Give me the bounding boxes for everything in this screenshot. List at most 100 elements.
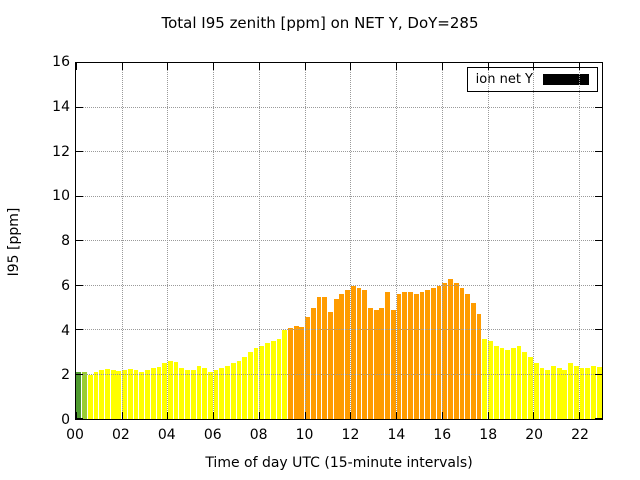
y-tick-mark	[76, 373, 83, 375]
x-tick-label: 06	[203, 427, 222, 443]
bar	[162, 363, 167, 419]
bar	[482, 338, 488, 419]
bar	[591, 365, 596, 419]
x-tick-label: 12	[341, 427, 360, 443]
y-tick-label: 2	[61, 367, 70, 384]
bar	[499, 347, 505, 419]
bar	[139, 372, 145, 419]
bar	[196, 365, 202, 419]
bar	[345, 289, 350, 419]
bar	[156, 366, 162, 419]
bar	[310, 307, 316, 419]
bar	[242, 356, 248, 419]
bar	[562, 370, 568, 419]
bar	[219, 367, 225, 419]
bar	[379, 307, 385, 419]
x-tick-label: 02	[111, 427, 130, 443]
bar	[322, 296, 328, 419]
bar	[110, 370, 116, 419]
v-gridline	[441, 63, 443, 419]
bar	[396, 294, 402, 419]
bar	[585, 367, 591, 419]
x-tick-label: 18	[479, 427, 498, 443]
y-tick-label: 0	[61, 412, 70, 428]
y-tick-mark	[76, 62, 83, 63]
bar	[185, 370, 190, 419]
bar	[425, 289, 430, 419]
bar	[282, 330, 288, 419]
x-tick-mark	[167, 63, 169, 70]
v-gridline	[167, 63, 169, 419]
bar	[225, 365, 230, 419]
bar	[528, 356, 533, 419]
bar	[207, 372, 213, 419]
x-tick-mark	[213, 412, 215, 419]
bar	[539, 367, 545, 419]
y-tick-mark	[595, 62, 602, 63]
bar	[333, 298, 339, 419]
bar	[82, 372, 87, 419]
bar	[270, 341, 276, 419]
bar	[373, 309, 379, 419]
bar	[368, 307, 373, 419]
x-tick-mark	[167, 412, 169, 419]
bar	[419, 292, 425, 419]
x-tick-mark	[533, 63, 535, 70]
bar	[105, 368, 110, 419]
bar	[288, 327, 293, 419]
x-tick-mark	[396, 63, 398, 70]
bar	[448, 278, 453, 419]
y-tick-mark	[76, 284, 83, 286]
bar	[127, 368, 133, 419]
bar	[93, 372, 99, 419]
x-tick-mark	[350, 412, 352, 419]
bar	[145, 370, 150, 419]
bar	[265, 343, 270, 419]
x-tick-mark	[579, 412, 581, 419]
y-tick-mark	[595, 373, 602, 375]
bar	[213, 370, 219, 419]
bar	[356, 287, 362, 419]
x-tick-mark	[258, 63, 260, 70]
x-tick-label: 04	[157, 427, 176, 443]
y-tick-label: 14	[52, 98, 70, 115]
bar	[76, 372, 82, 419]
bar	[190, 370, 196, 419]
y-tick-label: 16	[52, 54, 70, 70]
bar	[339, 294, 345, 419]
bar	[253, 347, 259, 419]
bar	[430, 287, 436, 419]
x-tick-label: 10	[295, 427, 314, 443]
x-tick-label: 08	[249, 427, 268, 443]
bar	[390, 309, 396, 419]
bar	[465, 294, 471, 419]
bar	[453, 283, 459, 419]
v-gridline	[350, 63, 352, 419]
x-tick-mark	[487, 63, 489, 70]
x-tick-mark	[304, 63, 306, 70]
bar	[362, 289, 368, 419]
y-tick-mark	[595, 240, 602, 241]
x-tick-label: 14	[387, 427, 406, 443]
y-tick-mark	[595, 418, 602, 419]
x-tick-mark	[487, 412, 489, 419]
bar	[259, 345, 265, 419]
bar	[316, 296, 322, 419]
bar	[476, 314, 482, 419]
bar	[510, 347, 516, 419]
x-tick-label: 00	[66, 427, 84, 443]
bar	[436, 285, 442, 419]
x-axis-label: Time of day UTC (15-minute intervals)	[205, 455, 473, 471]
bar	[522, 352, 528, 419]
y-tick-mark	[76, 240, 83, 241]
y-tick-labels: 0 2 4 6 8 10 12 14 16	[0, 55, 70, 427]
bar	[328, 312, 333, 419]
x-tick-mark	[258, 412, 260, 419]
chart-title: Total I95 zenith [ppm] on NET Y, DoY=285	[161, 14, 479, 32]
y-tick-mark	[76, 195, 83, 197]
x-tick-mark	[579, 63, 581, 70]
h-gridline	[76, 284, 602, 286]
bar	[488, 341, 493, 419]
bar	[236, 361, 242, 419]
